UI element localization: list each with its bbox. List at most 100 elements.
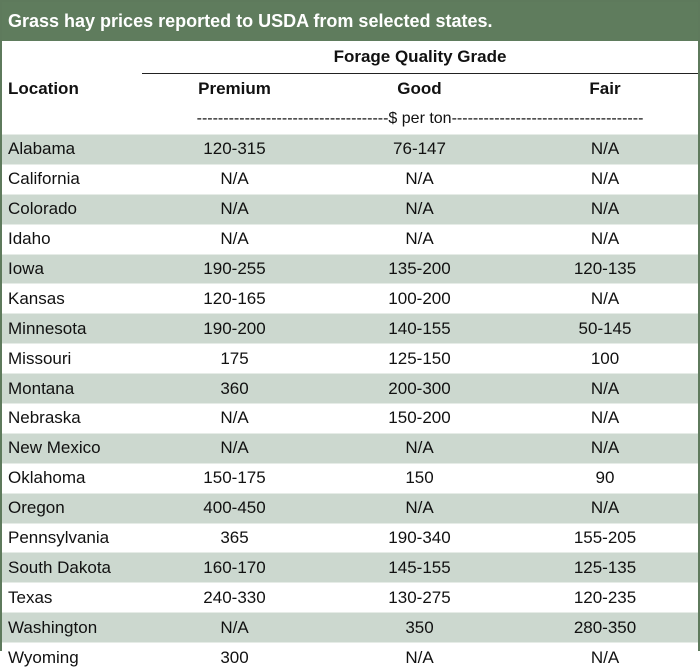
- fair-price-cell: 120-235: [512, 583, 698, 613]
- premium-price-cell: N/A: [142, 404, 327, 434]
- good-price-cell: N/A: [327, 493, 512, 523]
- fair-price-cell: 280-350: [512, 613, 698, 643]
- grade-header-row: Location Premium Good Fair: [2, 74, 698, 105]
- premium-price-cell: N/A: [142, 224, 327, 254]
- good-price-cell: 350: [327, 613, 512, 643]
- unit-label: ------------------------------------$ pe…: [142, 104, 698, 135]
- fair-price-cell: 125-135: [512, 553, 698, 583]
- hay-price-table-frame: Grass hay prices reported to USDA from s…: [0, 0, 700, 651]
- premium-price-cell: 160-170: [142, 553, 327, 583]
- location-cell: Alabama: [2, 135, 142, 165]
- unit-row: ------------------------------------$ pe…: [2, 104, 698, 135]
- location-cell: Nebraska: [2, 404, 142, 434]
- location-cell: New Mexico: [2, 433, 142, 463]
- location-cell: Iowa: [2, 254, 142, 284]
- premium-price-cell: 360: [142, 374, 327, 404]
- premium-price-cell: 240-330: [142, 583, 327, 613]
- premium-price-cell: N/A: [142, 433, 327, 463]
- good-price-cell: N/A: [327, 224, 512, 254]
- location-cell: Idaho: [2, 224, 142, 254]
- fair-price-cell: 155-205: [512, 523, 698, 553]
- good-price-cell: 76-147: [327, 135, 512, 165]
- table-title: Grass hay prices reported to USDA from s…: [2, 2, 698, 41]
- good-price-cell: 140-155: [327, 314, 512, 344]
- fair-price-cell: 50-145: [512, 314, 698, 344]
- location-cell: Washington: [2, 613, 142, 643]
- good-price-cell: 200-300: [327, 374, 512, 404]
- good-price-cell: 190-340: [327, 523, 512, 553]
- group-header-spacer: [2, 41, 142, 74]
- location-cell: Colorado: [2, 194, 142, 224]
- group-header-row: Forage Quality Grade: [2, 41, 698, 74]
- good-price-cell: N/A: [327, 643, 512, 672]
- good-column-header: Good: [327, 74, 512, 105]
- fair-column-header: Fair: [512, 74, 698, 105]
- fair-price-cell: N/A: [512, 284, 698, 314]
- good-price-cell: 150: [327, 463, 512, 493]
- fair-price-cell: N/A: [512, 404, 698, 434]
- fair-price-cell: 90: [512, 463, 698, 493]
- fair-price-cell: N/A: [512, 135, 698, 165]
- hay-price-table: Forage Quality Grade Location Premium Go…: [2, 41, 698, 672]
- premium-price-cell: N/A: [142, 164, 327, 194]
- good-price-cell: 100-200: [327, 284, 512, 314]
- fair-price-cell: N/A: [512, 194, 698, 224]
- good-price-cell: N/A: [327, 194, 512, 224]
- fair-price-cell: N/A: [512, 164, 698, 194]
- premium-price-cell: 150-175: [142, 463, 327, 493]
- premium-price-cell: 300: [142, 643, 327, 672]
- premium-price-cell: 120-165: [142, 284, 327, 314]
- good-price-cell: 145-155: [327, 553, 512, 583]
- location-cell: Pennsylvania: [2, 523, 142, 553]
- location-cell: California: [2, 164, 142, 194]
- location-cell: Montana: [2, 374, 142, 404]
- fair-price-cell: N/A: [512, 433, 698, 463]
- good-price-cell: 125-150: [327, 344, 512, 374]
- premium-column-header: Premium: [142, 74, 327, 105]
- location-column-header: Location: [2, 74, 142, 105]
- premium-price-cell: 190-200: [142, 314, 327, 344]
- fair-price-cell: 100: [512, 344, 698, 374]
- premium-price-cell: 120-315: [142, 135, 327, 165]
- fair-price-cell: N/A: [512, 493, 698, 523]
- premium-price-cell: 175: [142, 344, 327, 374]
- location-cell: South Dakota: [2, 553, 142, 583]
- location-cell: Minnesota: [2, 314, 142, 344]
- location-cell: Kansas: [2, 284, 142, 314]
- location-cell: Texas: [2, 583, 142, 613]
- premium-price-cell: N/A: [142, 194, 327, 224]
- good-price-cell: 135-200: [327, 254, 512, 284]
- fair-price-cell: N/A: [512, 643, 698, 672]
- location-cell: Oregon: [2, 493, 142, 523]
- fair-price-cell: N/A: [512, 224, 698, 254]
- location-cell: Wyoming: [2, 643, 142, 672]
- unit-row-spacer: [2, 104, 142, 135]
- fair-price-cell: N/A: [512, 374, 698, 404]
- premium-price-cell: 400-450: [142, 493, 327, 523]
- premium-price-cell: N/A: [142, 613, 327, 643]
- good-price-cell: 150-200: [327, 404, 512, 434]
- location-cell: Oklahoma: [2, 463, 142, 493]
- premium-price-cell: 190-255: [142, 254, 327, 284]
- good-price-cell: 130-275: [327, 583, 512, 613]
- good-price-cell: N/A: [327, 433, 512, 463]
- location-cell: Missouri: [2, 344, 142, 374]
